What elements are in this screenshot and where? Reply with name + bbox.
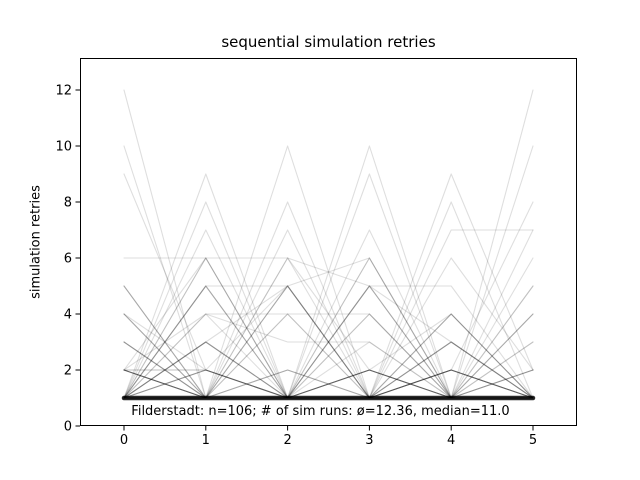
series-line (123, 313, 534, 399)
series-line (123, 229, 534, 399)
series-line (123, 173, 534, 399)
chart-title: sequential simulation retries (221, 33, 436, 51)
series-line (123, 341, 534, 399)
series-line (123, 201, 534, 399)
series-line (123, 145, 534, 399)
series-line (123, 369, 534, 399)
y-tick-label: 8 (64, 196, 72, 211)
series-line (123, 173, 534, 399)
series-line (123, 285, 534, 399)
y-tick-label: 6 (64, 252, 72, 267)
axes-frame (80, 58, 577, 426)
x-tick-label: 2 (283, 433, 291, 448)
series-line (123, 145, 534, 399)
x-tick-label: 4 (447, 433, 455, 448)
series-line (123, 285, 534, 399)
series-line (123, 229, 534, 399)
series-line (123, 257, 534, 399)
series-line (123, 369, 534, 399)
series-line (123, 369, 534, 399)
series-line (123, 257, 534, 399)
y-tick-label: 10 (55, 140, 72, 155)
series-line (123, 369, 534, 399)
series-line (123, 173, 534, 399)
series-line (123, 229, 534, 399)
series-line (123, 369, 534, 399)
x-tick-label: 0 (120, 433, 128, 448)
series-line (123, 201, 534, 399)
series-line (123, 313, 534, 399)
series-line (123, 313, 534, 399)
series-line (123, 341, 534, 399)
series-line (123, 201, 534, 399)
series-line (123, 89, 534, 399)
series-line (123, 313, 534, 399)
x-tick-label: 5 (529, 433, 537, 448)
series-line (123, 89, 534, 399)
series-line (123, 201, 534, 399)
x-tick-label: 1 (202, 433, 210, 448)
series-line (123, 257, 534, 399)
series-line (123, 257, 534, 399)
x-tick-label: 3 (365, 433, 373, 448)
series-line (123, 257, 534, 399)
series-line (123, 313, 534, 399)
series-line (123, 257, 534, 399)
series-line (123, 145, 534, 399)
series-line (123, 229, 534, 399)
series-line (123, 313, 534, 399)
series-line (123, 313, 534, 399)
y-tick-label: 0 (64, 420, 72, 435)
y-tick-label: 12 (55, 84, 72, 99)
series-line (123, 313, 534, 399)
series-line (123, 285, 534, 399)
series-line (123, 257, 534, 399)
series-line (123, 285, 534, 399)
series-line (123, 229, 534, 399)
series-line (123, 145, 534, 399)
series-line (123, 285, 534, 399)
series-line (123, 173, 534, 399)
stats-annotation: Filderstadt: n=106; # of sim runs: ø=12.… (131, 404, 510, 419)
series-line (123, 257, 534, 399)
y-tick-label: 4 (64, 308, 72, 323)
y-tick-label: 2 (64, 364, 72, 379)
